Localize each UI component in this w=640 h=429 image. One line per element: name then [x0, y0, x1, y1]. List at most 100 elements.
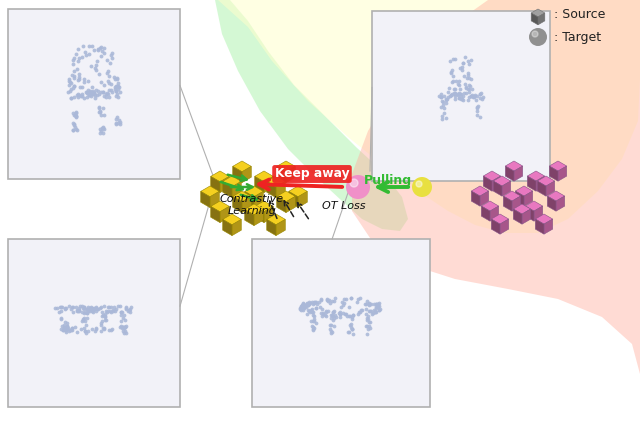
Point — [441, 100, 451, 107]
Polygon shape — [556, 196, 564, 211]
Point — [454, 90, 464, 97]
Point — [356, 307, 366, 314]
Point — [438, 110, 449, 117]
Polygon shape — [286, 196, 295, 213]
Point — [308, 312, 319, 319]
Point — [83, 78, 93, 85]
Point — [55, 303, 65, 310]
Point — [70, 324, 81, 331]
Point — [71, 125, 81, 132]
Point — [463, 85, 474, 92]
Point — [118, 323, 128, 330]
Point — [74, 304, 84, 311]
Point — [335, 311, 345, 317]
Point — [68, 57, 78, 63]
Point — [296, 303, 307, 310]
Point — [104, 304, 115, 311]
Point — [298, 300, 308, 307]
Point — [321, 295, 332, 302]
Point — [335, 308, 345, 315]
Point — [460, 54, 470, 60]
Point — [66, 94, 76, 101]
Point — [88, 88, 98, 94]
Point — [120, 323, 130, 330]
Polygon shape — [223, 214, 241, 225]
Point — [101, 308, 111, 314]
Point — [104, 73, 115, 79]
Point — [64, 302, 74, 309]
Point — [98, 88, 108, 95]
Point — [121, 305, 131, 312]
Point — [316, 296, 326, 303]
Point — [97, 48, 108, 54]
Point — [465, 57, 476, 63]
Point — [99, 325, 109, 332]
Point — [298, 305, 308, 311]
Point — [77, 84, 87, 91]
Point — [71, 50, 81, 57]
Point — [343, 328, 353, 335]
Point — [56, 326, 67, 333]
Point — [99, 45, 109, 52]
Point — [449, 85, 459, 92]
Point — [450, 90, 460, 97]
Point — [115, 89, 125, 96]
Point — [304, 299, 314, 305]
Point — [298, 302, 308, 308]
Point — [74, 307, 84, 314]
Polygon shape — [531, 13, 538, 25]
Point — [66, 86, 76, 93]
Point — [60, 304, 70, 311]
Point — [464, 75, 474, 82]
Point — [326, 329, 337, 335]
Point — [59, 324, 69, 331]
Polygon shape — [233, 196, 242, 213]
Polygon shape — [492, 219, 500, 234]
Point — [126, 304, 136, 311]
Polygon shape — [535, 219, 544, 234]
Point — [97, 130, 108, 137]
Point — [323, 307, 333, 314]
Point — [451, 96, 461, 103]
Point — [370, 308, 380, 314]
Point — [79, 304, 89, 311]
Point — [439, 104, 449, 111]
Polygon shape — [493, 181, 502, 196]
Point — [74, 76, 84, 82]
Point — [330, 294, 340, 301]
Point — [95, 305, 105, 311]
Point — [114, 117, 124, 124]
Point — [308, 326, 318, 333]
Point — [101, 91, 111, 97]
Point — [452, 81, 463, 88]
Point — [68, 73, 79, 80]
Point — [121, 322, 131, 329]
Polygon shape — [481, 206, 490, 221]
Point — [91, 305, 101, 311]
Point — [66, 327, 76, 334]
Point — [69, 67, 79, 74]
Point — [117, 309, 127, 316]
Point — [91, 62, 101, 69]
Point — [452, 90, 462, 97]
Point — [66, 306, 76, 313]
Point — [106, 304, 116, 311]
Polygon shape — [211, 206, 220, 223]
Point — [97, 308, 107, 315]
Point — [458, 97, 468, 103]
Point — [74, 94, 84, 100]
Point — [118, 327, 129, 334]
Point — [57, 303, 67, 310]
Point — [373, 300, 383, 307]
Polygon shape — [223, 219, 232, 236]
Polygon shape — [220, 206, 229, 223]
Point — [56, 316, 67, 323]
Point — [464, 94, 474, 101]
Point — [340, 311, 350, 317]
Point — [61, 305, 71, 312]
Point — [472, 111, 482, 118]
Point — [106, 87, 116, 94]
Point — [98, 124, 108, 130]
Polygon shape — [549, 166, 558, 181]
Polygon shape — [215, 0, 408, 231]
